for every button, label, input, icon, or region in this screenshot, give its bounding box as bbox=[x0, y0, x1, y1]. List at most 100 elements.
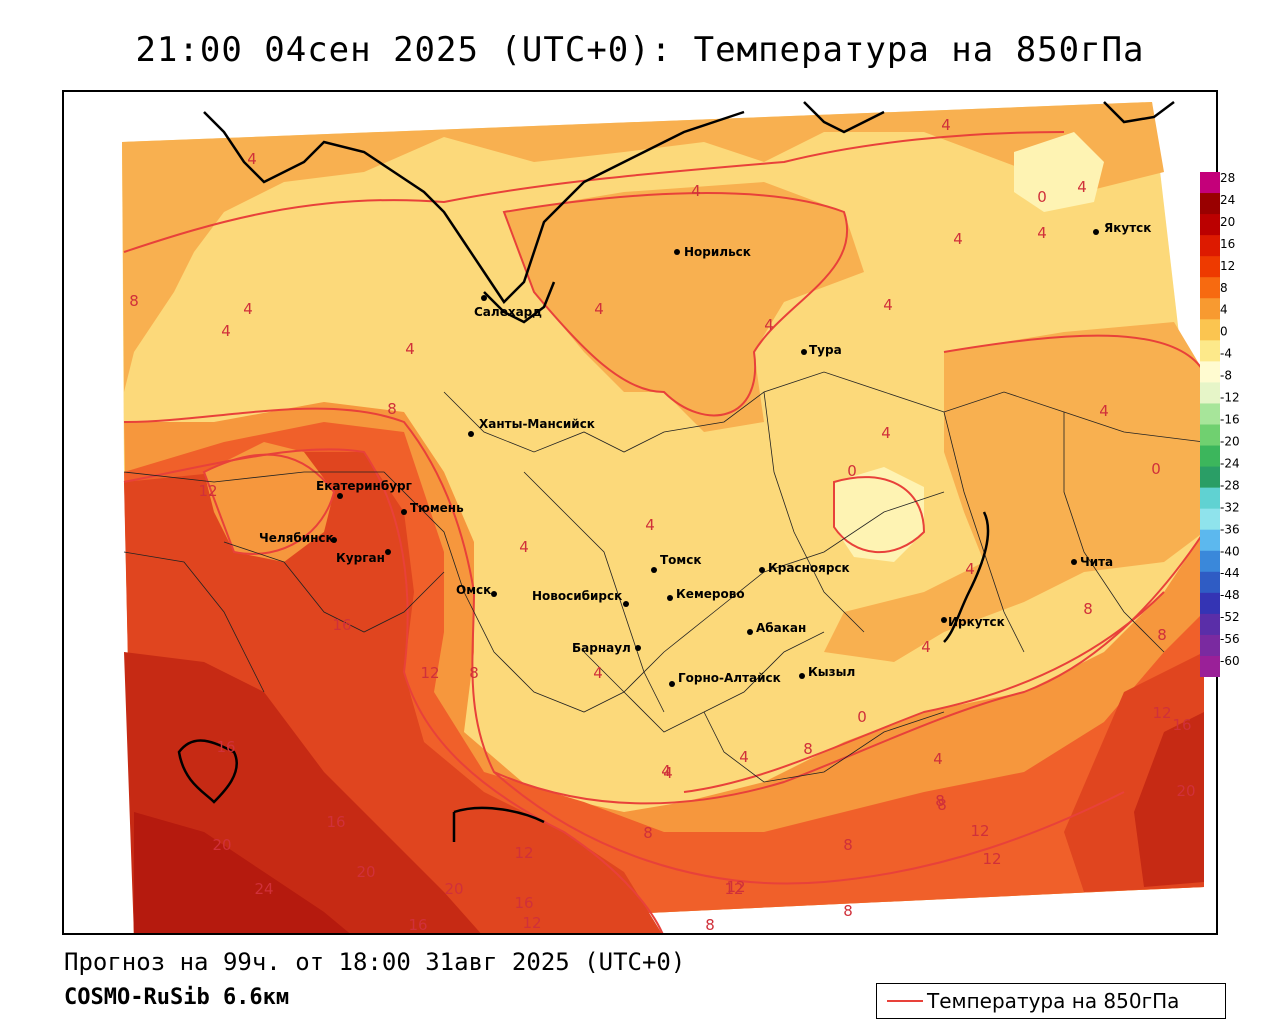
band-20b bbox=[1134, 712, 1204, 887]
band-neg-b bbox=[1014, 132, 1104, 212]
isolabel: 4 bbox=[661, 762, 671, 780]
isolabel: 12 bbox=[724, 880, 743, 898]
city-tyumen: Тюмень bbox=[410, 501, 464, 515]
isolabel: 12 bbox=[1152, 704, 1171, 722]
colorbar-segment bbox=[1200, 424, 1220, 447]
colorbar-segment bbox=[1200, 172, 1220, 194]
isolabel: 16 bbox=[514, 894, 533, 912]
colorbar-tick-label: -8 bbox=[1220, 369, 1232, 383]
colorbar-segment bbox=[1200, 235, 1220, 257]
colorbar-segment bbox=[1200, 277, 1220, 299]
isolabel: 8 bbox=[705, 916, 715, 934]
colorbar-tick-label: -32 bbox=[1220, 500, 1240, 514]
isolabel: 12 bbox=[514, 844, 533, 862]
cities: Норильск Якутск Салехард Тура Ханты-Манс… bbox=[259, 221, 1151, 687]
city-kyzyl: Кызыл bbox=[808, 665, 855, 679]
isolabel: 8 bbox=[803, 740, 813, 758]
map-canvas: 4 4 4 0 4 4 4 8 4 4 4 4 4 8 4 4 0 4 12 4… bbox=[122, 101, 1205, 934]
isolabel: 4 bbox=[221, 322, 231, 340]
colorbar-segment bbox=[1200, 550, 1220, 573]
isolabel: 20 bbox=[444, 880, 463, 898]
isolabel: 4 bbox=[739, 748, 749, 766]
colorbar-tick-label: -20 bbox=[1220, 434, 1240, 448]
city-omsk: Омск bbox=[456, 583, 491, 597]
colorbar-segment bbox=[1200, 214, 1220, 236]
isolabel: 8 bbox=[937, 796, 947, 814]
city-chita: Чита bbox=[1080, 555, 1113, 569]
map-title: 21:00 04сен 2025 (UTC+0): Температура на… bbox=[135, 30, 1145, 70]
isolabel: 12 bbox=[970, 822, 989, 840]
isolabel: 4 bbox=[593, 664, 603, 682]
colorbar-tick-label: -44 bbox=[1220, 566, 1240, 580]
city-kemerovo: Кемерово bbox=[676, 587, 745, 601]
colorbar-tick-label: -36 bbox=[1220, 522, 1240, 536]
colorbar-tick-label: -4 bbox=[1220, 347, 1232, 361]
isolabel: 12 bbox=[726, 878, 745, 896]
colorbar-tick-label: -60 bbox=[1220, 654, 1240, 668]
colorbar-segment bbox=[1200, 655, 1220, 677]
isolabel: 24 bbox=[254, 880, 273, 898]
colorbar-tick-label: -48 bbox=[1220, 588, 1240, 602]
colorbar-segment bbox=[1200, 340, 1220, 362]
isolabel: 8 bbox=[1083, 600, 1093, 618]
band-4 bbox=[122, 102, 1164, 392]
city-kurgan: Курган bbox=[336, 551, 385, 565]
city-barnaul: Барнаул bbox=[572, 641, 631, 655]
colorbar-segment bbox=[1200, 361, 1220, 383]
isolabel: 4 bbox=[691, 182, 701, 200]
isolabel: 0 bbox=[857, 708, 867, 726]
colorbar-tick-label: -40 bbox=[1220, 544, 1240, 558]
colorbar-tick-label: 0 bbox=[1220, 325, 1228, 339]
city-yekaterinburg: Екатеринбург bbox=[316, 479, 412, 493]
isolabel: 4 bbox=[965, 560, 975, 578]
model-info: COSMO-RuSib 6.6км bbox=[64, 985, 290, 1010]
isolabel: 4 bbox=[243, 300, 253, 318]
isolabel: 4 bbox=[594, 300, 604, 318]
isolabel: 4 bbox=[1037, 224, 1047, 242]
isolabel: 4 bbox=[764, 316, 774, 334]
colorbar-segment bbox=[1200, 382, 1220, 404]
isolabel: 20 bbox=[1176, 782, 1195, 800]
isolabel: 8 bbox=[469, 664, 479, 682]
isolabel: 4 bbox=[663, 764, 673, 782]
city-yakutsk: Якутск bbox=[1104, 221, 1151, 235]
colorbar-segment bbox=[1200, 613, 1220, 636]
colorbar-segment bbox=[1200, 298, 1220, 320]
temperature-map[interactable]: 4 4 4 0 4 4 4 8 4 4 4 4 4 8 4 4 0 4 12 4… bbox=[62, 90, 1218, 935]
isolabel: 4 bbox=[881, 424, 891, 442]
band-4c bbox=[824, 322, 1204, 662]
isolabel: 12 bbox=[198, 482, 217, 500]
city-gorno-altaysk: Горно-Алтайск bbox=[678, 671, 781, 685]
colorbar-tick-label: 16 bbox=[1220, 237, 1235, 251]
isolabel: 8 bbox=[935, 792, 945, 810]
isolabel: 4 bbox=[1099, 402, 1109, 420]
isolabel: 12 bbox=[522, 914, 541, 932]
colorbar-segment bbox=[1200, 256, 1220, 278]
city-salekhard: Салехард bbox=[474, 305, 542, 319]
city-khanty-mansiysk: Ханты-Мансийск bbox=[479, 417, 595, 431]
isotherm-labels: 4 4 4 0 4 4 4 8 4 4 4 4 4 8 4 4 0 4 12 4… bbox=[129, 116, 1195, 934]
isolabel: 4 bbox=[247, 150, 257, 168]
isolabel: 8 bbox=[1157, 626, 1167, 644]
contour-lines bbox=[123, 131, 1205, 933]
colorbar-tick-label: 4 bbox=[1220, 303, 1228, 317]
isolabel: 4 bbox=[1077, 178, 1087, 196]
coastline bbox=[177, 101, 1175, 842]
isolabel: 0 bbox=[1037, 188, 1047, 206]
city-norilsk: Норильск bbox=[684, 245, 751, 259]
city-abakan: Абакан bbox=[756, 621, 806, 635]
colorbar-tick-label: -28 bbox=[1220, 478, 1240, 492]
isolabel: 20 bbox=[212, 836, 231, 854]
colorbar-tick-label: 8 bbox=[1220, 281, 1228, 295]
isolabel: 4 bbox=[405, 340, 415, 358]
colorbar-segment bbox=[1200, 193, 1220, 215]
isolabel: 12 bbox=[420, 664, 439, 682]
isolabel: 4 bbox=[883, 296, 893, 314]
colorbar-tick-label: 12 bbox=[1220, 259, 1235, 273]
isolabel: 8 bbox=[843, 902, 853, 920]
isolabel: 16 bbox=[408, 916, 427, 934]
isolabel: 4 bbox=[941, 116, 951, 134]
band-neg bbox=[834, 467, 924, 562]
colorbar-tick-label: -52 bbox=[1220, 610, 1240, 624]
band-24 bbox=[134, 812, 350, 933]
